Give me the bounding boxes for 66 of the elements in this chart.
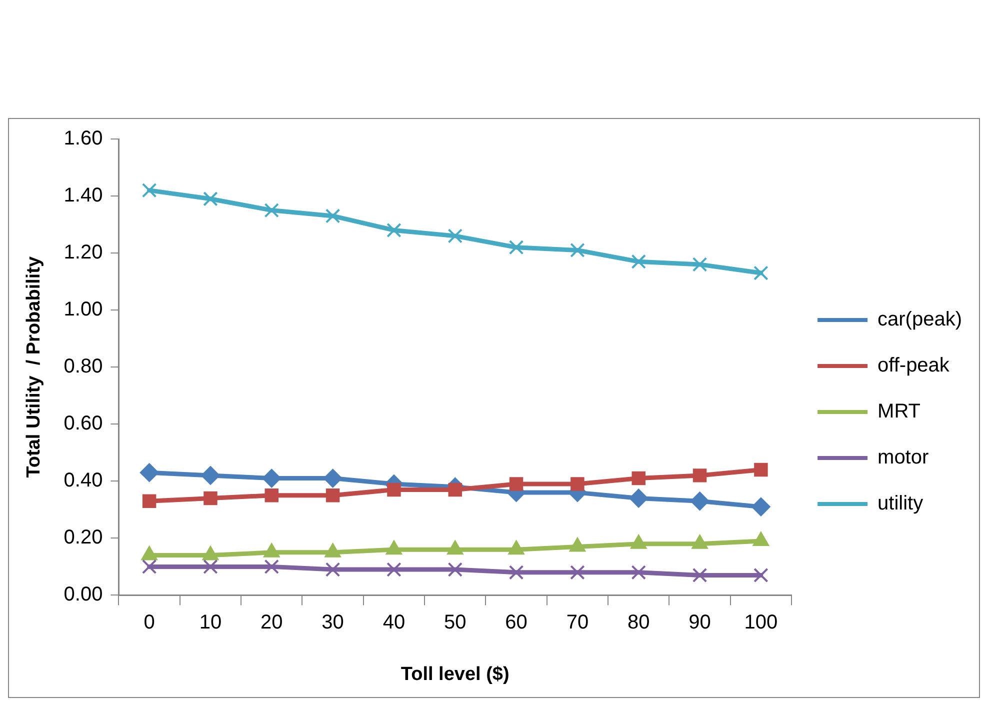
- point: [631, 254, 646, 269]
- point: [508, 240, 524, 255]
- point: [508, 565, 524, 580]
- y-tick-label: 1.60: [64, 128, 103, 150]
- x-tick-label: 100: [744, 612, 778, 634]
- point: [387, 482, 401, 497]
- x-tick-label: 80: [627, 612, 650, 634]
- legend-label: motor: [878, 446, 929, 469]
- y-axis-title: Total Utility / Probability: [24, 256, 45, 478]
- point: [754, 266, 768, 280]
- point: [570, 477, 584, 491]
- y-tick-label: 1.00: [64, 298, 103, 321]
- point: [751, 497, 770, 516]
- point: [386, 562, 402, 577]
- point: [264, 202, 279, 218]
- legend-label: utility: [878, 492, 924, 515]
- point: [264, 559, 279, 574]
- x-tick-label: 40: [382, 612, 406, 634]
- point: [140, 463, 159, 482]
- y-tick-label: 0.60: [64, 412, 103, 435]
- legend-label: off-peak: [878, 354, 950, 377]
- point: [631, 565, 646, 580]
- point: [692, 468, 707, 482]
- point: [142, 494, 156, 508]
- point: [754, 462, 768, 477]
- point: [203, 559, 218, 574]
- point: [632, 471, 646, 486]
- x-tick-label: 20: [260, 612, 283, 634]
- point: [448, 562, 462, 577]
- point: [325, 208, 340, 224]
- point: [325, 562, 340, 577]
- point: [692, 257, 708, 272]
- point: [509, 477, 524, 491]
- point: [690, 492, 710, 511]
- point: [203, 192, 218, 206]
- y-tick-label: 0.00: [64, 584, 103, 606]
- y-tick-label: 1.20: [64, 242, 103, 264]
- x-tick-label: 90: [688, 612, 711, 634]
- x-axis-title: Toll level ($): [400, 664, 510, 685]
- point: [204, 491, 218, 506]
- point: [692, 568, 708, 583]
- legend-label: car(peak): [878, 308, 962, 331]
- x-tick-label: 0: [144, 612, 155, 634]
- point: [142, 182, 157, 198]
- x-tick-label: 30: [322, 612, 344, 634]
- point: [448, 482, 462, 497]
- x-tick-label: 50: [444, 612, 466, 634]
- y-tick-label: 0.80: [64, 356, 103, 378]
- point: [323, 468, 342, 488]
- y-tick-label: 0.20: [64, 526, 103, 549]
- legend-label: MRT: [878, 400, 920, 423]
- point: [264, 488, 278, 502]
- point: [629, 488, 648, 508]
- point: [386, 222, 402, 238]
- y-tick-label: 1.40: [64, 184, 103, 207]
- point: [448, 228, 462, 244]
- point: [200, 466, 220, 485]
- x-tick-label: 70: [566, 612, 589, 634]
- point: [570, 565, 585, 580]
- x-tick-label: 10: [199, 612, 222, 634]
- point: [570, 242, 585, 258]
- point: [754, 568, 768, 583]
- y-tick-label: 0.40: [64, 470, 103, 492]
- point: [326, 488, 340, 502]
- point: [142, 559, 157, 574]
- x-tick-label: 60: [505, 612, 528, 634]
